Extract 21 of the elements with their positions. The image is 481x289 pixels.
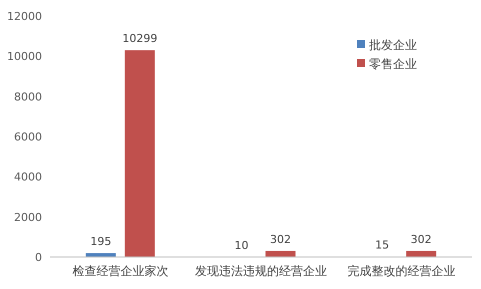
y-tick-label: 12000: [7, 10, 42, 23]
y-tick-label: 8000: [14, 90, 42, 104]
y-tick-label: 10000: [7, 50, 42, 64]
data-label: 10299: [122, 32, 158, 46]
data-label: 10: [234, 238, 248, 252]
y-tick-label: 0: [35, 251, 42, 264]
legend-label: 零售企业: [369, 57, 417, 71]
data-label: 302: [410, 232, 432, 246]
legend-label: 批发企业: [369, 38, 417, 52]
data-label: 195: [90, 235, 112, 248]
bar: [266, 250, 296, 257]
bar: [406, 250, 436, 257]
x-tick-label: 完成整改的经营企业: [348, 264, 456, 278]
y-tick-label: 2000: [14, 210, 42, 224]
y-tick-label: 4000: [14, 170, 42, 184]
y-tick-label: 6000: [14, 130, 42, 144]
bar: [124, 50, 155, 257]
data-label: 15: [375, 238, 390, 252]
x-tick-label: 检查经营企业家次: [72, 264, 168, 278]
x-tick-label: 发现违法违规的经营企业: [195, 264, 327, 278]
data-label: 302: [270, 232, 291, 246]
